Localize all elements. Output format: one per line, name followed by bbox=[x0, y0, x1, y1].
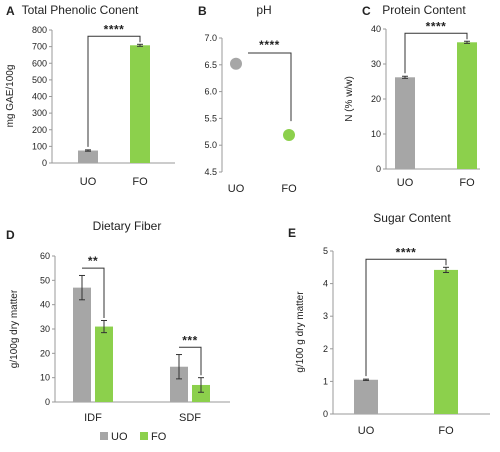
panel-letter: A bbox=[6, 4, 15, 18]
bar bbox=[130, 45, 150, 163]
y-tick-label: 6.5 bbox=[204, 60, 217, 70]
y-tick-label: 20 bbox=[371, 94, 381, 104]
y-axis-label: N (% w/w) bbox=[344, 76, 355, 122]
y-tick-label: 40 bbox=[371, 24, 381, 34]
significance-bracket bbox=[82, 267, 105, 319]
x-category-label: FO bbox=[281, 183, 297, 195]
bar bbox=[73, 287, 91, 402]
chart-panel-c: C Protein Content N (% w/w) 0 10 20 30 40 UO FO **… bbox=[344, 3, 480, 189]
y-tick-label: 0 bbox=[42, 158, 47, 168]
bar bbox=[192, 384, 210, 402]
y-tick-label: 7.0 bbox=[204, 33, 217, 43]
y-tick-label: 3 bbox=[323, 311, 328, 321]
legend-swatch bbox=[140, 432, 148, 440]
y-tick-label: 10 bbox=[371, 129, 381, 139]
y-tick-label: 700 bbox=[32, 42, 47, 52]
x-category-label: UO bbox=[358, 425, 375, 437]
bar bbox=[170, 366, 188, 402]
y-tick-label: 5 bbox=[323, 246, 328, 256]
y-axis-label: g/100 g dry matter bbox=[295, 291, 306, 373]
chart-panel-a: A Total Phenolic Conent mg GAE/100g 0 100 200… bbox=[5, 3, 175, 188]
bar bbox=[457, 42, 477, 169]
y-axis-label: mg GAE/100g bbox=[5, 65, 16, 128]
y-tick-label: 100 bbox=[32, 141, 47, 151]
y-tick-label: 4 bbox=[323, 279, 328, 289]
y-tick-label: 0 bbox=[376, 164, 381, 174]
chart-panel-e: E Sugar Content g/100 g dry matter 0 1 2 3 4 5 UO… bbox=[288, 211, 490, 437]
x-category-label: UO bbox=[397, 177, 414, 189]
y-tick-label: 0 bbox=[323, 409, 328, 419]
x-category-label: FO bbox=[459, 177, 475, 189]
chart-title: pH bbox=[256, 3, 271, 17]
x-category-label: IDF bbox=[84, 412, 102, 424]
significance-bracket bbox=[365, 258, 447, 377]
bar bbox=[78, 150, 98, 163]
significance-label: ** bbox=[88, 254, 98, 268]
y-tick-label: 0 bbox=[45, 397, 50, 407]
panel-letter: C bbox=[362, 4, 371, 18]
chart-panel-d: D Dietary Fiber g/100g dry matter 0 10 20 30 40… bbox=[6, 219, 230, 443]
y-axis-label: g/100g dry matter bbox=[9, 289, 20, 368]
y-tick-label: 400 bbox=[32, 92, 47, 102]
x-category-label: UO bbox=[80, 176, 97, 188]
legend: UO FO bbox=[100, 431, 167, 443]
y-tick-label: 40 bbox=[40, 300, 50, 310]
bar bbox=[434, 269, 458, 414]
chart-title: Dietary Fiber bbox=[93, 219, 162, 233]
significance-label: **** bbox=[259, 38, 280, 52]
x-category-label: SDF bbox=[179, 412, 201, 424]
chart-title: Protein Content bbox=[382, 3, 466, 17]
y-tick-label: 5.0 bbox=[204, 140, 217, 150]
significance-bracket bbox=[248, 52, 292, 122]
panel-letter: E bbox=[288, 226, 296, 240]
chart-title: Sugar Content bbox=[373, 211, 451, 225]
y-tick-label: 200 bbox=[32, 125, 47, 135]
legend-label: UO bbox=[111, 431, 128, 443]
y-tick-label: 1 bbox=[323, 376, 328, 386]
x-category-label: FO bbox=[132, 176, 148, 188]
y-tick-label: 10 bbox=[40, 373, 50, 383]
data-point bbox=[283, 129, 295, 142]
y-tick-label: 5.5 bbox=[204, 113, 217, 123]
y-tick-label: 300 bbox=[32, 108, 47, 118]
significance-label: **** bbox=[104, 22, 125, 36]
y-tick-label: 2 bbox=[323, 344, 328, 354]
data-point bbox=[230, 57, 242, 70]
bar bbox=[354, 379, 378, 414]
y-tick-label: 30 bbox=[40, 324, 50, 334]
x-category-label: UO bbox=[228, 183, 245, 195]
y-tick-label: 50 bbox=[40, 275, 50, 285]
significance-label: *** bbox=[182, 333, 198, 347]
legend-label: FO bbox=[151, 431, 167, 443]
significance-bracket bbox=[404, 32, 468, 74]
significance-bracket bbox=[179, 346, 202, 376]
y-tick-label: 20 bbox=[40, 348, 50, 358]
significance-label: **** bbox=[396, 245, 417, 259]
chart-title: Total Phenolic Conent bbox=[22, 3, 139, 17]
panel-letter: B bbox=[198, 4, 207, 18]
x-category-label: FO bbox=[438, 425, 454, 437]
significance-label: **** bbox=[426, 19, 447, 33]
y-tick-label: 30 bbox=[371, 59, 381, 69]
y-tick-label: 600 bbox=[32, 58, 47, 68]
legend-swatch bbox=[100, 432, 108, 440]
y-tick-label: 500 bbox=[32, 75, 47, 85]
significance-bracket bbox=[87, 35, 141, 147]
panel-letter: D bbox=[6, 228, 15, 242]
bar bbox=[95, 326, 113, 402]
y-tick-label: 800 bbox=[32, 25, 47, 35]
y-tick-label: 4.5 bbox=[204, 167, 217, 177]
bar bbox=[395, 77, 415, 169]
y-tick-label: 60 bbox=[40, 251, 50, 261]
y-tick-label: 6.0 bbox=[204, 87, 217, 97]
